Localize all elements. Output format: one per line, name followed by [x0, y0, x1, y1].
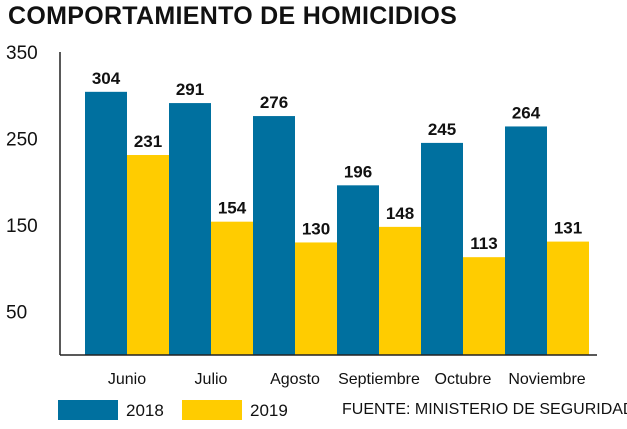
bars-layer	[85, 91, 589, 355]
value-label-2018-octubre: 245	[428, 120, 456, 139]
value-label-2019-septiembre: 148	[386, 204, 414, 223]
bar-2018-noviembre	[505, 126, 547, 355]
bar-2018-julio	[169, 103, 211, 355]
legend-swatch-2019	[182, 400, 242, 420]
y-tick-label-350: 350	[6, 43, 38, 64]
legend-swatch-2018	[58, 400, 118, 420]
category-label-noviembre: Noviembre	[508, 371, 585, 388]
bar-2019-agosto	[295, 242, 337, 355]
chart-title: COMPORTAMIENTO DE HOMICIDIOS	[8, 2, 458, 30]
value-label-2018-noviembre: 264	[512, 103, 541, 122]
source-note: FUENTE: MINISTERIO DE SEGURIDAD	[342, 401, 627, 418]
category-label-octubre: Octubre	[435, 371, 492, 388]
bar-2018-septiembre	[337, 185, 379, 355]
category-label-septiembre: Septiembre	[338, 371, 420, 388]
bar-2019-septiembre	[379, 226, 421, 355]
value-label-2018-julio: 291	[176, 80, 204, 99]
legend-label-2019: 2019	[250, 401, 288, 420]
category-label-agosto: Agosto	[270, 371, 320, 388]
value-labels-layer: 304 231 291 154 276 130 196 148 245 113 264 131	[92, 69, 582, 253]
y-tick-label-150: 150	[6, 216, 38, 237]
y-tick-labels-layer: 350 250 150 50	[6, 43, 38, 324]
value-label-2018-junio: 304	[92, 69, 121, 88]
y-tick-label-50: 50	[6, 303, 27, 324]
bar-2019-octubre	[463, 257, 505, 355]
value-label-2019-junio: 231	[134, 132, 162, 151]
bar-2018-junio	[85, 91, 127, 355]
value-label-2019-julio: 154	[218, 199, 247, 218]
value-label-2019-noviembre: 131	[554, 219, 582, 238]
bar-2018-octubre	[421, 142, 463, 355]
value-label-2018-agosto: 276	[260, 93, 288, 112]
value-label-2018-septiembre: 196	[344, 162, 372, 181]
bar-2018-agosto	[253, 116, 295, 355]
category-label-junio: Junio	[108, 371, 146, 388]
bar-2019-julio	[211, 221, 253, 355]
bar-2019-noviembre	[547, 241, 589, 355]
value-label-2019-octubre: 113	[470, 234, 497, 253]
y-tick-label-250: 250	[6, 130, 38, 151]
legend: 2018 2019 FUENTE: MINISTERIO DE SEGURIDA…	[58, 397, 627, 423]
category-label-julio: Julio	[195, 371, 228, 388]
bar-chart: 304 231 291 154 276 130 196 148 245 113 264 131 350…	[6, 43, 597, 388]
legend-label-2018: 2018	[126, 401, 164, 420]
bar-2019-junio	[127, 155, 169, 355]
category-labels-layer: Junio Julio Agosto Septiembre Octubre Noviemb…	[108, 371, 586, 388]
value-label-2019-agosto: 130	[302, 219, 330, 238]
